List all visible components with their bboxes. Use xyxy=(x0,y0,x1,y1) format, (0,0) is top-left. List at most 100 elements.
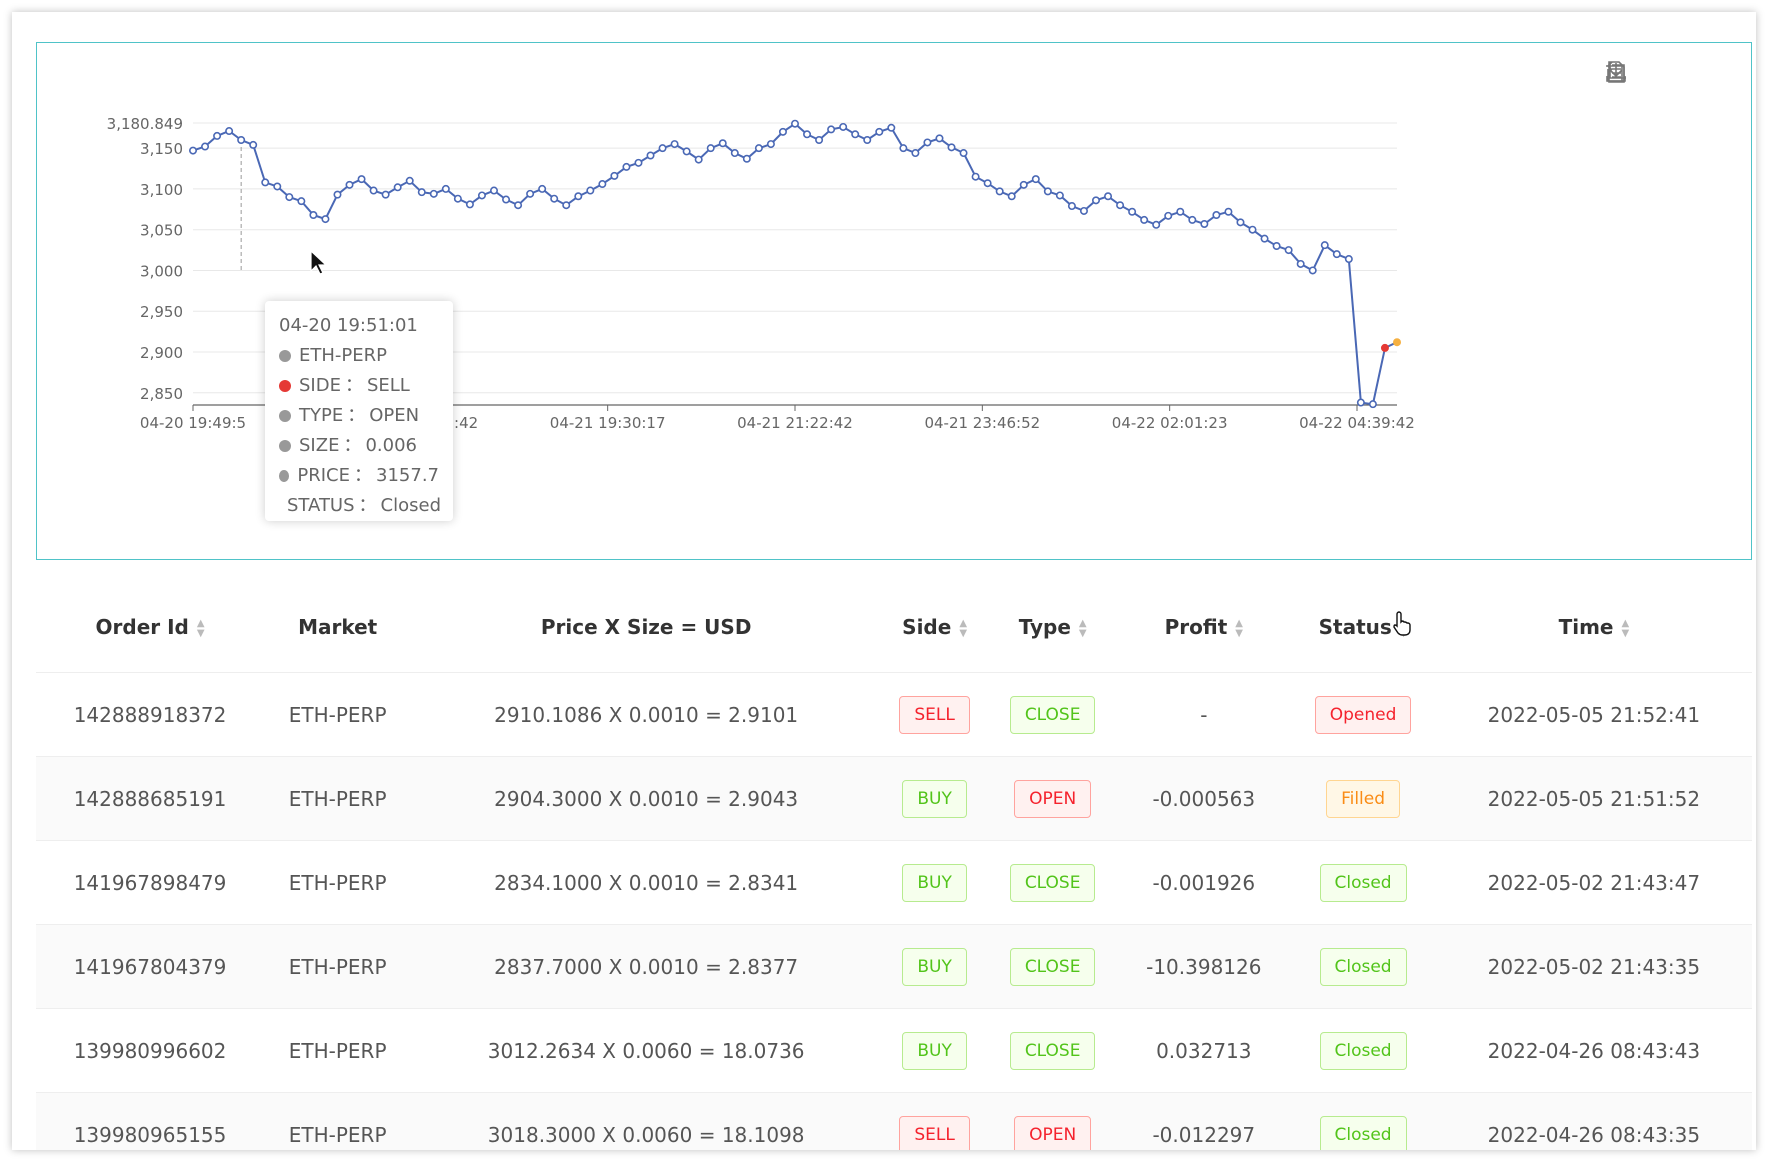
tooltip-label: STATUS xyxy=(287,495,355,516)
side-tag: BUY xyxy=(902,947,967,986)
table-cell: Closed xyxy=(1290,924,1436,1009)
table-row[interactable]: 141967898479 ETH-PERP 2834.1000 X 0.0010 =… xyxy=(36,840,1752,925)
table-cell: Filled xyxy=(1290,756,1436,841)
restore-icon[interactable] xyxy=(1606,61,1665,85)
profit-cell: -0.001926 xyxy=(1152,870,1256,895)
status-tag: Closed xyxy=(1319,1115,1407,1150)
data-view-icon[interactable] xyxy=(1608,61,1701,85)
data-point xyxy=(357,175,366,184)
tooltip-line: STATUS： Closed xyxy=(279,491,441,521)
profit-cell: 0.032713 xyxy=(1156,1038,1252,1063)
type-tag: CLOSE xyxy=(1009,1031,1096,1070)
price-cell: 2904.3000 X 0.0010 = 2.9043 xyxy=(494,786,799,811)
data-point xyxy=(453,194,462,203)
table-cell: -0.000563 xyxy=(1117,756,1291,841)
data-point xyxy=(562,201,571,210)
profit-cell: -0.000563 xyxy=(1152,786,1256,811)
table-cell: -0.012297 xyxy=(1117,1092,1291,1150)
tooltip-label: TYPE xyxy=(299,405,344,426)
tooltip-value: 3157.7 xyxy=(376,465,439,486)
table-cell: Closed xyxy=(1290,1008,1436,1093)
data-point xyxy=(610,171,619,180)
tooltip-label: SIZE xyxy=(299,435,340,456)
column-header-label: Time xyxy=(1558,615,1614,639)
data-point xyxy=(718,139,727,148)
price-cell: 2837.7000 X 0.0010 = 2.8377 xyxy=(494,954,799,979)
column-header[interactable]: Time ▲ ▼ xyxy=(1435,582,1752,673)
data-point xyxy=(1152,220,1161,229)
table-cell: 2022-05-02 21:43:35 xyxy=(1435,924,1752,1009)
time-cell: 2022-05-02 21:43:35 xyxy=(1487,954,1701,979)
tooltip-separator: ： xyxy=(354,465,373,486)
data-point xyxy=(417,188,426,197)
tooltip-value: OPEN xyxy=(369,405,420,426)
data-point xyxy=(1320,241,1329,250)
status-tag: Filled xyxy=(1326,779,1401,818)
y-tick-label: 3,100 xyxy=(140,181,183,199)
market-cell: ETH-PERP xyxy=(288,702,387,727)
table-cell: Opened xyxy=(1290,672,1436,757)
data-point xyxy=(1296,259,1305,268)
table-cell: 2837.7000 X 0.0010 = 2.8377 xyxy=(411,924,882,1009)
table-row[interactable]: 139980996602 ETH-PERP 3012.2634 X 0.0060 =… xyxy=(36,1008,1752,1093)
data-point xyxy=(983,179,992,188)
table-cell: BUY xyxy=(881,1008,989,1093)
table-header-row: Order Id ▲ ▼ Market Price X Size = USD Side ▲ ▼… xyxy=(36,582,1752,673)
column-header[interactable]: Side ▲ ▼ xyxy=(881,582,989,673)
column-header-label: Type xyxy=(1018,615,1071,639)
data-point xyxy=(574,192,583,201)
table-row[interactable]: 139980965155 ETH-PERP 3018.3000 X 0.0060 =… xyxy=(36,1092,1752,1150)
data-point xyxy=(959,149,968,158)
tooltip-label: ETH-PERP xyxy=(299,345,387,366)
column-header[interactable]: Type ▲ ▼ xyxy=(988,582,1118,673)
column-header: Market xyxy=(264,582,412,673)
data-point xyxy=(706,144,715,153)
status-tag: Closed xyxy=(1319,947,1407,986)
side-tag: BUY xyxy=(902,1031,967,1070)
data-point xyxy=(875,127,884,136)
data-point xyxy=(1284,246,1293,255)
data-point xyxy=(1128,207,1137,216)
data-point xyxy=(634,158,643,167)
data-point xyxy=(321,215,330,224)
series-dot-icon xyxy=(279,440,291,452)
table-cell: ETH-PERP xyxy=(264,672,412,757)
column-header[interactable]: Profit ▲ ▼ xyxy=(1117,582,1291,673)
data-point xyxy=(1043,187,1052,196)
sort-icon[interactable]: ▲▼ xyxy=(1621,617,1630,639)
data-point xyxy=(237,135,246,144)
table-cell: Closed xyxy=(1290,1092,1436,1150)
table-cell: 142888685191 xyxy=(36,756,265,841)
data-point xyxy=(333,190,342,199)
data-point xyxy=(1236,218,1245,227)
sort-icon[interactable]: ▲▼ xyxy=(959,617,968,639)
data-point xyxy=(754,144,763,153)
column-header[interactable]: Order Id ▲ ▼ xyxy=(36,582,265,673)
data-point xyxy=(1393,338,1402,347)
table-row[interactable]: 141967804379 ETH-PERP 2837.7000 X 0.0010 =… xyxy=(36,924,1752,1009)
sort-icon[interactable]: ▲▼ xyxy=(1078,617,1087,639)
download-icon[interactable] xyxy=(1606,61,1737,85)
sort-icon[interactable]: ▲▼ xyxy=(1235,617,1243,639)
price-line-chart[interactable]: 3,180.849 3,150 3,100 3,050 3,000 2,950 2,900 2… xyxy=(37,43,1753,561)
data-point xyxy=(1079,206,1088,215)
tooltip-line: SIZE： 0.006 xyxy=(279,431,439,461)
data-point xyxy=(598,180,607,189)
data-point xyxy=(1019,180,1028,189)
table-row[interactable]: 142888918372 ETH-PERP 2910.1086 X 0.0010 =… xyxy=(36,672,1752,757)
data-point xyxy=(1140,215,1149,224)
chart-toolbox xyxy=(1605,61,1737,85)
price-cell: 3012.2634 X 0.0060 = 18.0736 xyxy=(487,1038,805,1063)
table-cell: -10.398126 xyxy=(1117,924,1291,1009)
data-point xyxy=(947,143,956,152)
data-point xyxy=(586,186,595,195)
sort-icon[interactable]: ▲▼ xyxy=(196,617,205,639)
column-header-label: Order Id xyxy=(95,615,189,639)
status-tag: Closed xyxy=(1319,863,1407,902)
table-row[interactable]: 142888685191 ETH-PERP 2904.3000 X 0.0010 =… xyxy=(36,756,1752,841)
column-header[interactable]: Status▲▼ xyxy=(1290,582,1436,673)
data-point xyxy=(1164,211,1173,220)
data-point xyxy=(803,130,812,139)
market-cell: ETH-PERP xyxy=(288,1038,387,1063)
x-tick-label: 04-20 19:49:5 xyxy=(140,414,246,432)
